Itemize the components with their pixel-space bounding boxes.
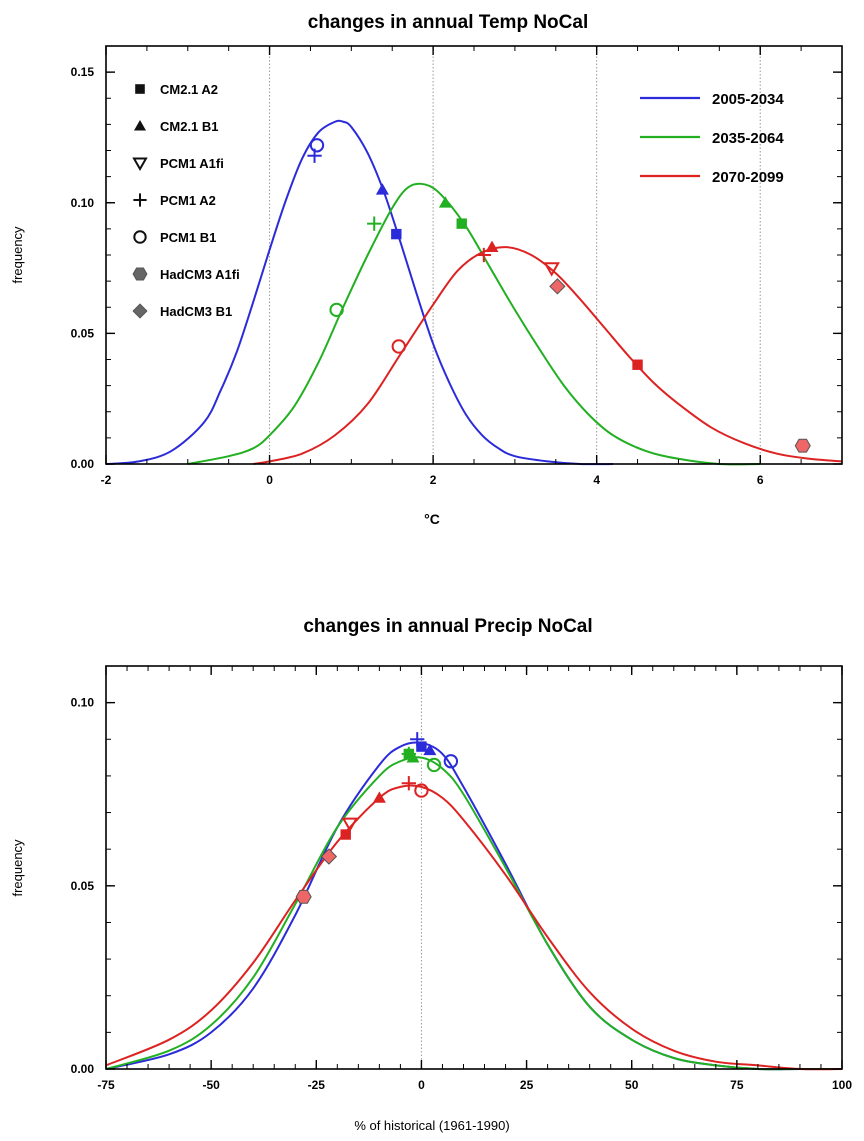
- legend-symbol-pcm1-b1: [133, 230, 147, 244]
- marker-pcm1-b1-2005-2034: [309, 138, 325, 153]
- marker-pcm1-a1fi-2070-2099: [543, 262, 560, 277]
- period-legend: 2005-2034 2035-2064 2070-2099: [640, 91, 784, 186]
- temp-chart-markers: [307, 138, 811, 453]
- legend-label-pcm1-a2: PCM1 A2: [160, 193, 216, 208]
- legend-label-cm2-1-b1: CM2.1 B1: [160, 119, 219, 134]
- legend-period-2005-2034: 2005-2034: [712, 91, 784, 108]
- x-tick-label: 6: [757, 473, 764, 487]
- x-tick-label: 0: [418, 1078, 425, 1092]
- legend-symbol-pcm1-a1fi: [132, 157, 148, 172]
- x-tick-label: 4: [593, 473, 600, 487]
- legend-label-cm2-1-a2: CM2.1 A2: [160, 82, 218, 97]
- precip-chart: changes in annual Precip NoCal -75 -50 -25…: [10, 616, 852, 1133]
- series-line-2070-2099: [105, 784, 843, 1071]
- temp-chart-title: changes in annual Temp NoCal: [308, 12, 588, 33]
- precip-chart-markers: [295, 732, 459, 904]
- marker-cm2-1-b1-2035-2064: [438, 196, 452, 208]
- marker-pcm1-b1-2070-2099: [391, 339, 406, 354]
- precip-plot-frame: [105, 665, 843, 1070]
- legend-symbol-cm2-1-a2: [135, 84, 145, 94]
- marker-cm2-1-a2-2035-2064: [456, 218, 467, 229]
- x-tick-label: 75: [730, 1078, 744, 1092]
- legend-period-2035-2064: 2035-2064: [712, 130, 784, 147]
- y-tick-label: 0.00: [71, 1062, 95, 1076]
- marker-cm2-1-b1-2070-2099: [372, 791, 386, 803]
- legend-label-pcm1-a1fi: PCM1 A1fi: [160, 156, 224, 171]
- marker-cm2-1-b1-2005-2034: [423, 743, 437, 756]
- marker-hadcm3-a1fi-2070-2099: [794, 438, 811, 453]
- legend-period-2070-2099: 2070-2099: [712, 169, 784, 186]
- marker-pcm1-b1-2035-2064: [426, 757, 442, 773]
- marker-hadcm3-b1-2070-2099: [320, 848, 338, 865]
- x-tick-label: 50: [625, 1078, 639, 1092]
- marker-pcm1-a2-2035-2064: [367, 216, 382, 231]
- x-tick-label: -75: [97, 1078, 115, 1092]
- y-tick-label: 0.05: [71, 326, 95, 340]
- legend-symbol-pcm1-a2: [133, 193, 147, 207]
- marker-cm2-1-a2-2070-2099: [632, 359, 643, 370]
- marker-pcm1-a2-2035-2064: [401, 746, 416, 762]
- precip-x-axis-label: % of historical (1961-1990): [354, 1118, 509, 1133]
- precip-y-axis-label: frequency: [10, 839, 25, 897]
- y-tick-label: 0.10: [71, 696, 95, 710]
- marker-cm2-1-a2-2005-2034: [391, 228, 402, 240]
- marker-pcm1-a2-2070-2099: [476, 247, 491, 263]
- marker-legend: CM2.1 A2 CM2.1 B1 PCM1 A1fi PCM1 A2 PCM1 B1 H…: [132, 82, 240, 319]
- x-tick-label: -2: [101, 473, 112, 487]
- marker-hadcm3-b1-2070-2099: [549, 278, 566, 295]
- legend-label-hadcm3-b1: HadCM3 B1: [160, 304, 232, 319]
- marker-pcm1-a2-2005-2034: [410, 732, 425, 747]
- marker-cm2-1-b1-2070-2099: [485, 240, 499, 253]
- temp-chart: changes in annual Temp NoCal -2 0 2 4 6 0.00 0…: [10, 12, 843, 527]
- series-line-2035-2064: [105, 756, 842, 1071]
- marker-pcm1-b1-2005-2034: [443, 754, 459, 769]
- precip-chart-series: [105, 741, 843, 1071]
- x-tick-label: 25: [520, 1078, 534, 1092]
- y-tick-label: 0.15: [71, 65, 95, 79]
- series-line-2005-2034: [105, 119, 614, 466]
- marker-pcm1-a2-2070-2099: [401, 776, 416, 791]
- legend-symbol-hadcm3-b1: [132, 303, 148, 319]
- legend-symbol-hadcm3-a1fi: [132, 267, 148, 281]
- marker-pcm1-b1-2035-2064: [329, 302, 344, 318]
- series-line-2035-2064: [187, 182, 761, 466]
- marker-cm2-1-a2-2070-2099: [340, 829, 351, 840]
- x-tick-label: 100: [832, 1078, 852, 1092]
- series-line-2070-2099: [253, 246, 843, 465]
- x-tick-label: -25: [308, 1078, 326, 1092]
- x-tick-label: 0: [266, 473, 273, 487]
- marker-pcm1-b1-2070-2099: [414, 783, 429, 798]
- y-tick-label: 0.10: [71, 196, 95, 210]
- x-tick-label: 2: [430, 473, 437, 487]
- y-tick-label: 0.05: [71, 879, 95, 893]
- precip-chart-ticks: -75 -50 -25 0 25 50 75 100 0.00 0.05 0.10: [71, 665, 852, 1092]
- temp-x-axis-label: °C: [424, 511, 440, 527]
- precip-chart-title: changes in annual Precip NoCal: [303, 616, 592, 637]
- marker-cm2-1-a2-2005-2034: [416, 741, 427, 752]
- marker-cm2-1-b1-2005-2034: [375, 183, 389, 195]
- temp-y-axis-label: frequency: [10, 226, 25, 284]
- marker-pcm1-a1fi-2070-2099: [341, 817, 359, 833]
- temp-chart-ticks: -2 0 2 4 6 0.00 0.05 0.10 0.15: [71, 45, 843, 487]
- marker-hadcm3-a1fi-2070-2099: [295, 889, 312, 904]
- x-tick-label: -50: [202, 1078, 220, 1092]
- legend-label-hadcm3-a1fi: HadCM3 A1fi: [160, 267, 240, 282]
- temp-chart-series: [105, 119, 843, 466]
- legend-label-pcm1-b1: PCM1 B1: [160, 230, 216, 245]
- y-tick-label: 0.00: [71, 457, 95, 471]
- temp-chart-grid: [269, 46, 761, 464]
- legend-symbol-cm2-1-b1: [134, 120, 146, 131]
